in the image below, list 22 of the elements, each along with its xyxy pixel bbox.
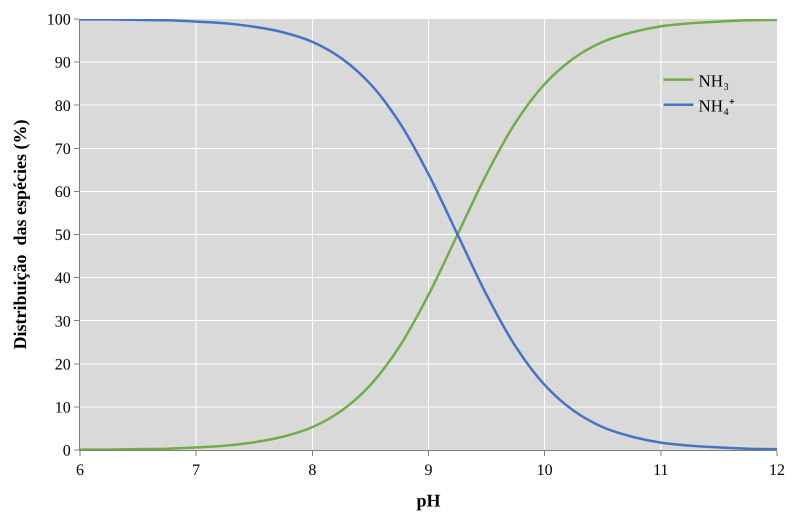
y-axis-title: Distribuição das espécies (%)	[10, 120, 30, 350]
y-tick-label: 40	[54, 270, 71, 288]
y-tick-label: 20	[54, 356, 71, 374]
x-tick-label: 11	[653, 462, 669, 480]
x-tick-label: 7	[192, 462, 200, 480]
y-tick-label: 90	[54, 54, 71, 72]
y-tick-label: 10	[54, 400, 71, 416]
x-tick-label: 6	[76, 462, 84, 480]
x-axis-title: pH	[416, 490, 441, 510]
x-tick-label: 10	[536, 462, 553, 480]
x-tick-label: 8	[308, 462, 316, 480]
y-tick-label: 0	[62, 442, 71, 460]
legend-label: NH₃	[698, 71, 730, 90]
y-tick-label: 80	[54, 98, 71, 115]
x-tick-label: 12	[769, 462, 785, 480]
legend-label: NH₄⁺	[698, 96, 735, 116]
y-tick-label: 30	[54, 313, 71, 330]
y-tick-label: 60	[54, 184, 71, 201]
y-tick-label: 50	[54, 227, 71, 244]
y-tick-label: 100	[46, 12, 71, 29]
x-tick-label: 9	[424, 462, 432, 480]
y-tick-label: 70	[54, 140, 71, 158]
